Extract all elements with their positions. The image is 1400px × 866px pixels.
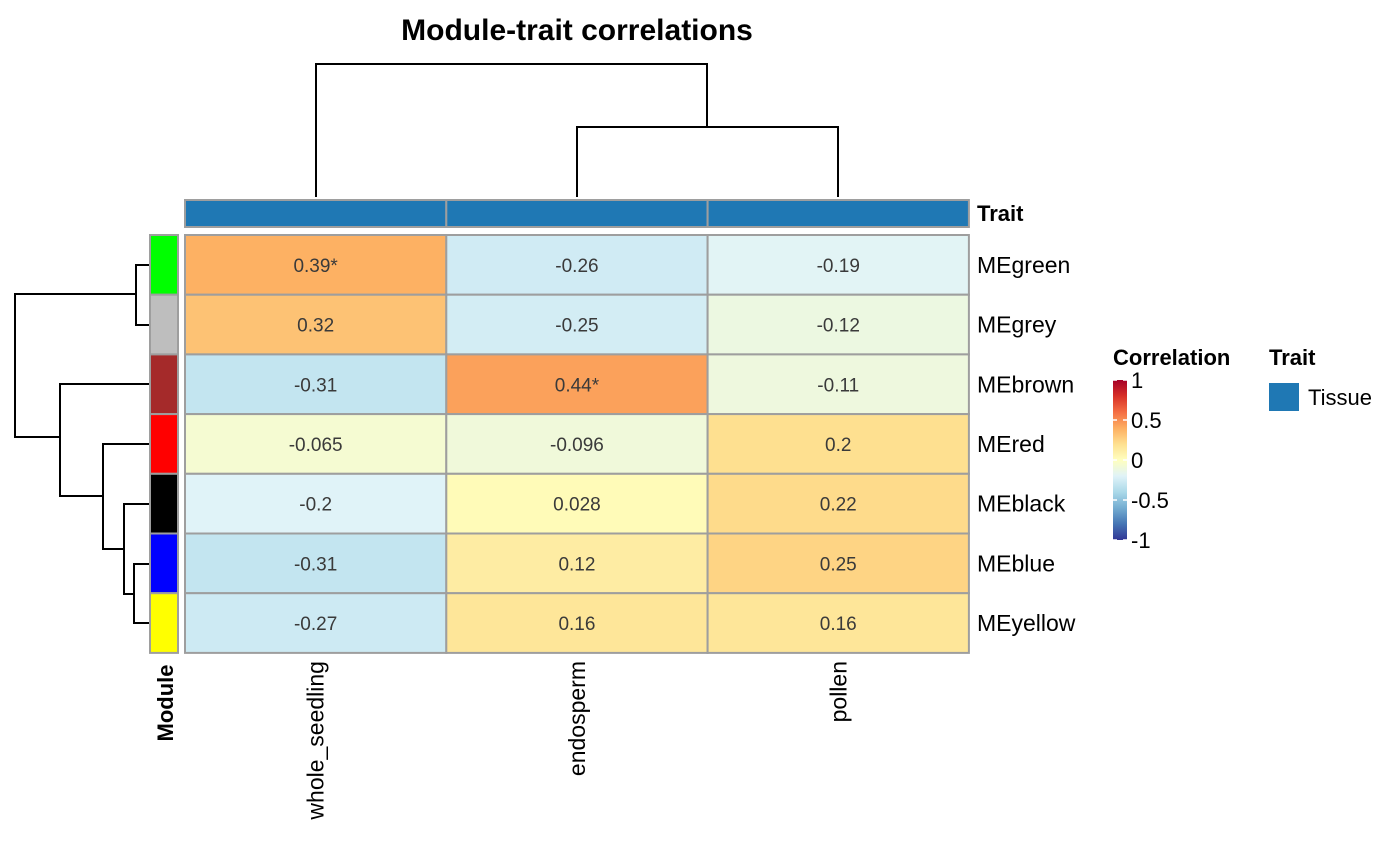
cell-value-label: 0.32 <box>297 316 334 337</box>
heatmap-cell <box>445 592 709 654</box>
row-label: MEyellow <box>977 610 1076 636</box>
cell-value-label: 0.16 <box>820 614 857 635</box>
heatmap-cell <box>706 234 970 296</box>
heatmap-cell <box>706 532 970 595</box>
column-label: endosperm <box>564 661 590 776</box>
heatmap-cell <box>706 413 970 475</box>
row-label: MEbrown <box>977 371 1074 397</box>
heatmap-cell <box>184 532 448 595</box>
legend-tick-label: -0.5 <box>1131 488 1169 513</box>
module-color-cell <box>149 293 179 356</box>
heatmap-cells: 0.39* -0.26 -0.19 0.32 -0.25 -0.12 -0.31 0.44* -… <box>184 234 970 654</box>
heatmap-cell <box>445 234 709 296</box>
row-label: MEgreen <box>977 252 1070 278</box>
correlation-legend-title: Correlation <box>1113 345 1230 370</box>
chart-title: Module-trait correlations <box>401 14 753 47</box>
module-color-cell <box>149 234 179 296</box>
column-label: whole_seedling <box>303 661 329 821</box>
row-label: MEgrey <box>977 312 1057 338</box>
cell-value-label: -0.25 <box>555 316 598 337</box>
column-annotation-title: Trait <box>977 201 1024 226</box>
row-label: MEblack <box>977 491 1066 517</box>
cell-value-label: -0.065 <box>289 435 343 456</box>
correlation-legend-ticks: 1 0.5 0 -0.5 -1 <box>1113 368 1169 553</box>
cell-value-label: 0.2 <box>825 435 851 456</box>
heatmap-cell <box>706 592 970 654</box>
column-annotation-bar <box>184 199 970 228</box>
legend-tick-label: 1 <box>1131 368 1143 393</box>
row-annotation-title: Module <box>153 665 178 742</box>
cell-value-label: -0.096 <box>550 435 604 456</box>
column-dendrogram <box>315 63 839 197</box>
heatmap-cell <box>184 413 448 475</box>
cell-value-label: -0.2 <box>299 495 332 516</box>
cell-value-label: -0.26 <box>555 256 598 277</box>
heatmap-cell <box>184 592 448 654</box>
heatmap-cell <box>445 532 709 595</box>
trait-annotation-cell <box>184 199 448 228</box>
cell-value-label: -0.31 <box>294 375 337 396</box>
row-label: MEblue <box>977 550 1055 576</box>
row-dendrogram <box>14 264 150 624</box>
module-color-cell <box>149 353 179 416</box>
heatmap-cell <box>445 472 709 535</box>
cell-value-label: 0.22 <box>820 495 857 516</box>
cell-value-label: 0.028 <box>553 495 601 516</box>
cell-value-label: 0.16 <box>558 614 595 635</box>
heatmap-cell <box>445 353 709 416</box>
heatmap-cell <box>706 293 970 356</box>
cell-value-label: 0.25 <box>820 554 857 575</box>
trait-legend: Trait Tissue <box>1269 345 1372 411</box>
trait-annotation-cell <box>706 199 970 228</box>
cell-value-label: 0.44* <box>555 375 600 396</box>
heatmap-cell <box>184 234 448 296</box>
row-labels: MEgreen MEgrey MEbrown MEred MEblack MEblue ME… <box>977 252 1076 636</box>
trait-legend-label: Tissue <box>1308 385 1372 410</box>
trait-legend-swatch <box>1269 383 1299 411</box>
trait-legend-title: Trait <box>1269 345 1316 370</box>
column-labels: whole_seedling endosperm pollen <box>303 661 852 821</box>
legend-tick-label: 0 <box>1131 448 1143 473</box>
cell-value-label: 0.12 <box>558 554 595 575</box>
cell-value-label: -0.12 <box>817 316 860 337</box>
legend-tick-label: 0.5 <box>1131 408 1162 433</box>
cell-value-label: -0.19 <box>817 256 860 277</box>
module-color-cell <box>149 472 179 535</box>
legend-tick-label: -1 <box>1131 528 1151 553</box>
row-annotation-bar <box>149 234 179 654</box>
cell-value-label: -0.27 <box>294 614 337 635</box>
correlation-legend: Correlation 1 0.5 0 -0.5 -1 <box>1113 345 1230 553</box>
module-color-cell <box>149 413 179 475</box>
module-color-cell <box>149 592 179 654</box>
row-label: MEred <box>977 431 1045 457</box>
column-label: pollen <box>825 661 851 722</box>
trait-annotation-cell <box>445 199 709 228</box>
cell-value-label: -0.31 <box>294 554 337 575</box>
module-color-cell <box>149 532 179 595</box>
cell-value-label: -0.11 <box>817 375 859 396</box>
cell-value-label: 0.39* <box>293 256 338 277</box>
